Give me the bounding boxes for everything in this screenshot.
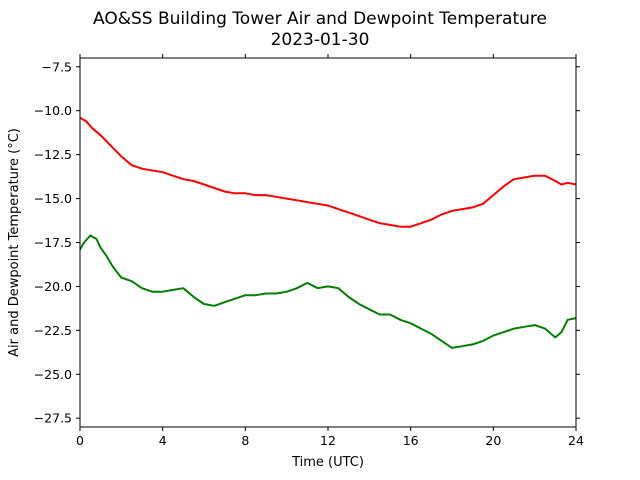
chart-title: AO&SS Building Tower Air and Dewpoint Te… bbox=[93, 9, 547, 29]
x-tick-label: 24 bbox=[568, 433, 584, 448]
y-tick-label: −15.0 bbox=[34, 191, 72, 206]
x-tick-label: 8 bbox=[241, 433, 249, 448]
y-tick-label: −25.0 bbox=[34, 367, 72, 382]
y-tick-label: −22.5 bbox=[34, 323, 72, 338]
y-tick-label: −27.5 bbox=[34, 411, 72, 426]
series-line-1 bbox=[79, 116, 577, 228]
y-tick-label: −10.0 bbox=[34, 103, 72, 118]
y-tick-label: −12.5 bbox=[34, 147, 72, 162]
x-tick-label: 12 bbox=[320, 433, 336, 448]
x-tick-label: 0 bbox=[76, 433, 84, 448]
y-axis-label: Air and Dewpoint Temperature (°C) bbox=[7, 128, 22, 357]
x-tick-label: 20 bbox=[485, 433, 501, 448]
ticks-layer: 0 4 8 12 16 20 24 −27.5 −25.0 −22.5 −20.0 −17.5 −15.… bbox=[34, 54, 584, 448]
x-tick-label: 16 bbox=[403, 433, 419, 448]
series-line-2 bbox=[79, 234, 577, 349]
y-tick-label: −7.5 bbox=[42, 59, 72, 74]
x-axis-label: Time (UTC) bbox=[291, 455, 364, 470]
y-tick-label: −20.0 bbox=[34, 279, 72, 294]
series-layer bbox=[79, 116, 577, 349]
plot-frame bbox=[79, 57, 577, 428]
x-tick-label: 4 bbox=[159, 433, 167, 448]
y-tick-label: −17.5 bbox=[34, 235, 72, 250]
chart-subtitle: 2023-01-30 bbox=[271, 30, 370, 50]
